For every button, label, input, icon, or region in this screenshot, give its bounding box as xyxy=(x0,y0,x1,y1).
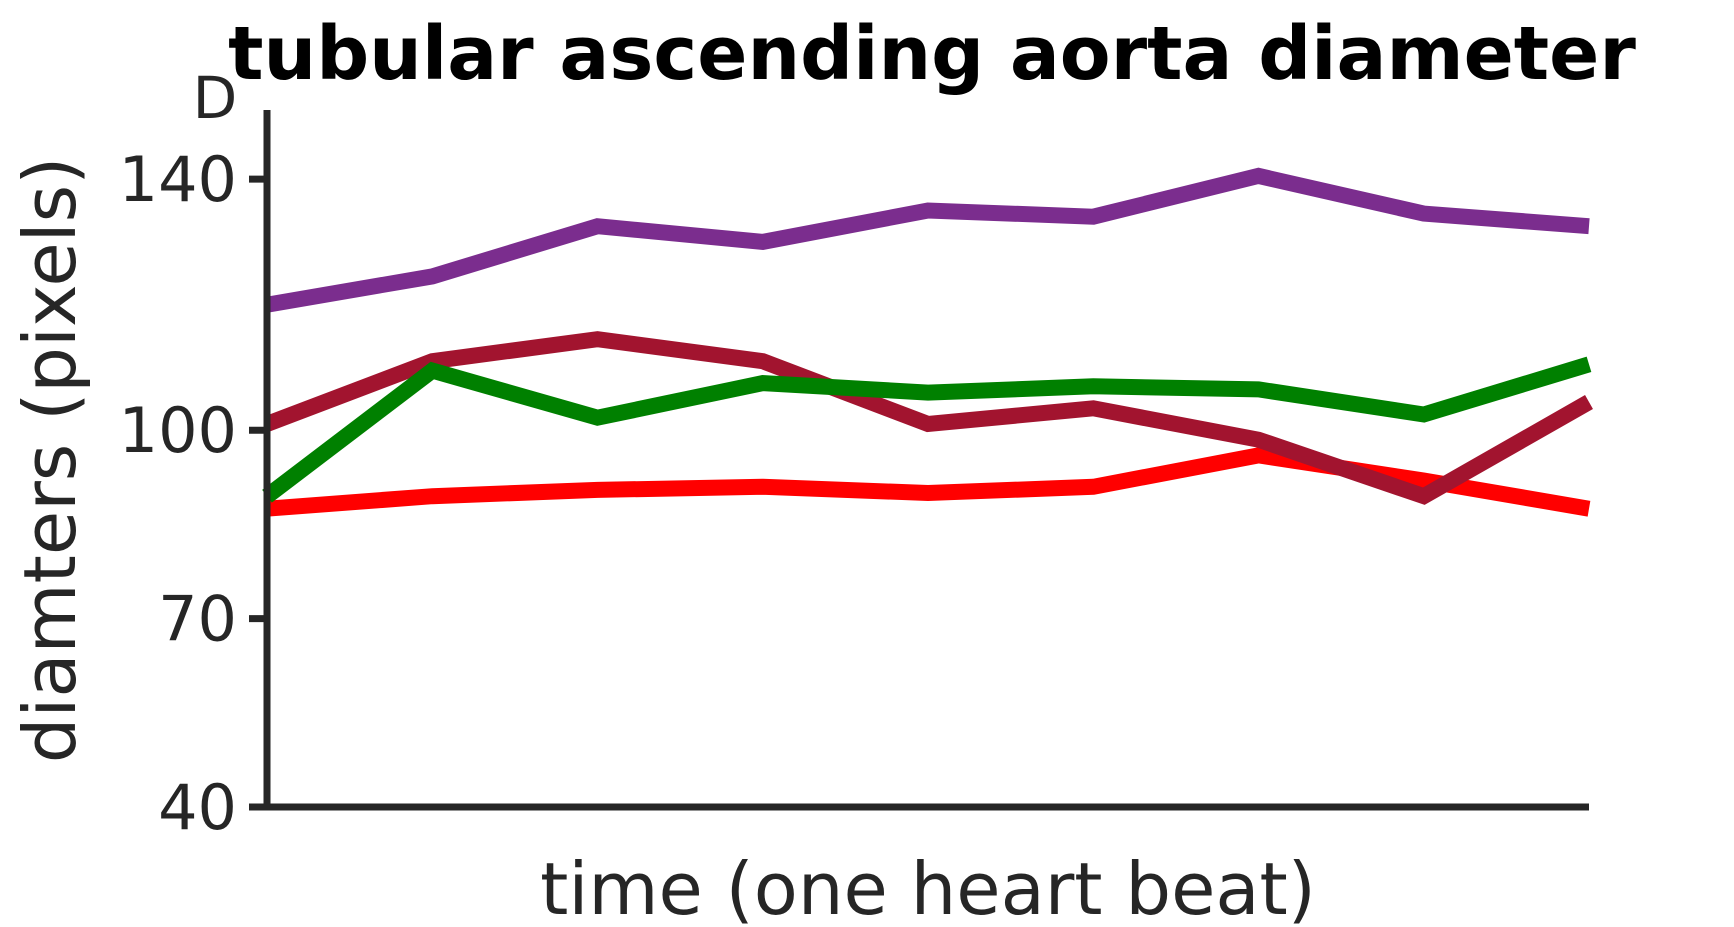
chart-title: tubular ascending aorta diameter xyxy=(228,11,1636,97)
y-tick-label: 40 xyxy=(158,771,237,844)
series-line-2 xyxy=(265,167,1590,313)
panel-label: D xyxy=(193,64,238,132)
series-line-4 xyxy=(262,356,1592,503)
y-tick-label: 100 xyxy=(119,394,237,467)
y-ticks: 40 70 100 140 xyxy=(119,143,267,844)
y-tick-label: 70 xyxy=(158,583,237,656)
series-layer xyxy=(262,167,1593,517)
y-axis-label: diamters (pixels) xyxy=(8,157,92,764)
series-line-3 xyxy=(264,331,1593,505)
x-axis-label: time (one heart beat) xyxy=(540,847,1316,927)
y-tick-label: 140 xyxy=(119,143,237,216)
